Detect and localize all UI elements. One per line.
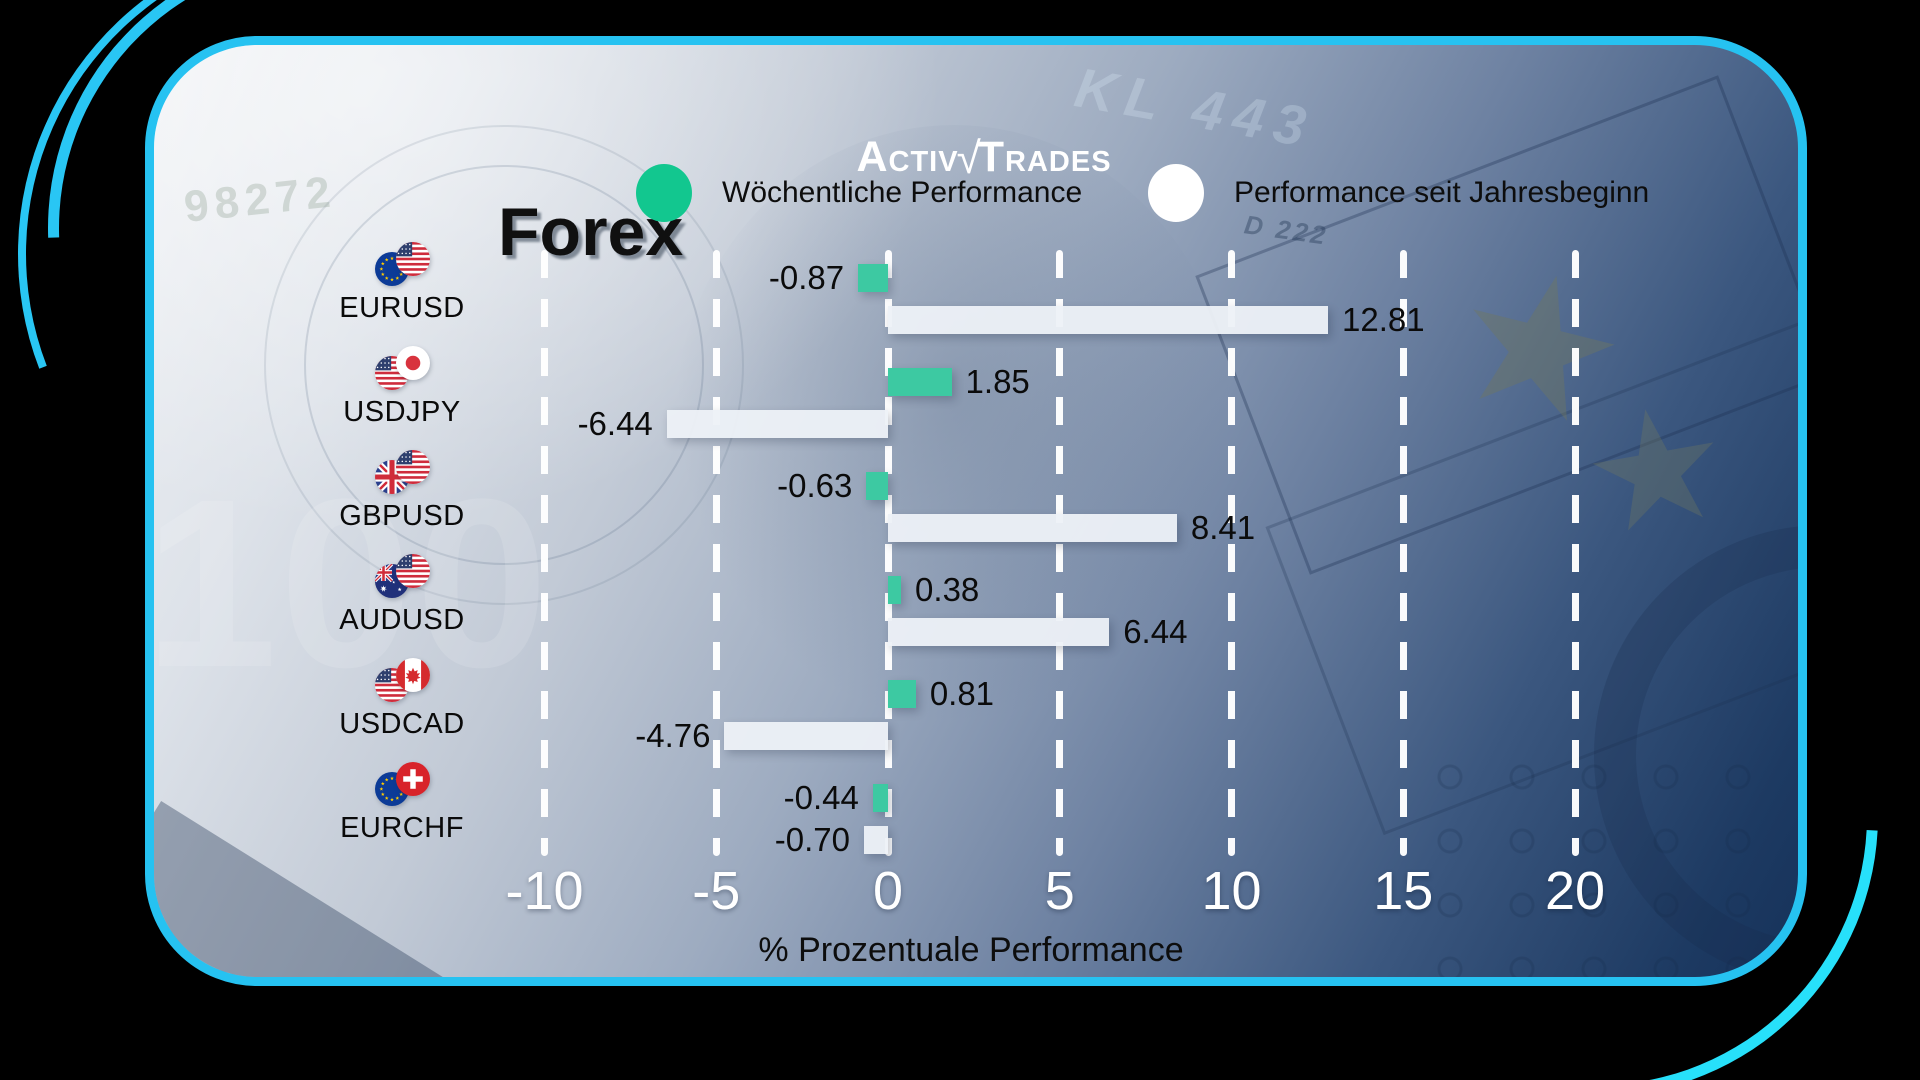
flag-us — [374, 668, 409, 702]
ytd-bar-audusd — [888, 618, 1110, 646]
legend-item-weekly: Wöchentliche Performance — [636, 164, 1082, 222]
flag-us — [395, 450, 430, 484]
flag-jp — [395, 346, 430, 380]
pair-label: EURCHF — [340, 812, 464, 844]
ytd-bar-eurchf — [863, 826, 888, 854]
flag-ch-icon — [395, 762, 430, 796]
flag-pair-gbpusd — [374, 450, 430, 496]
ytd-bar-eurusd — [888, 306, 1329, 334]
tick-label--5: -5 — [692, 861, 741, 921]
pair-block-eurchf: EURCHF — [307, 762, 497, 845]
tick-label-10: 10 — [1201, 861, 1262, 921]
ytd-value-audusd: 6.44 — [1123, 613, 1188, 650]
pair-block-audusd: AUDUSD — [307, 554, 497, 637]
flag-ca-icon — [395, 658, 430, 692]
weekly-value-eurusd: -0.87 — [768, 259, 845, 296]
pair-block-usdcad: USDCAD — [307, 658, 497, 741]
ytd-bar-gbpusd — [888, 514, 1177, 542]
pair-label: AUDUSD — [339, 604, 465, 636]
euro-star-icon-2: ★ — [1569, 367, 1742, 570]
logo-check-icon: √ — [956, 134, 982, 183]
gridline-20 — [1571, 250, 1579, 856]
gridline--5 — [712, 250, 720, 856]
weekly-value-usdjpy: 1.85 — [965, 363, 1030, 400]
weekly-value-gbpusd: -0.63 — [777, 467, 853, 504]
flag-us-icon — [395, 450, 430, 484]
pair-label: USDJPY — [343, 396, 461, 428]
logo-part-1: Activ — [856, 133, 959, 181]
weekly-bar-gbpusd — [866, 472, 888, 500]
flag-us-icon — [374, 668, 409, 702]
gridline-5 — [1056, 250, 1064, 856]
gridline-10 — [1228, 250, 1235, 856]
legend-label: Wöchentliche Performance — [722, 176, 1083, 209]
flag-ca — [395, 658, 430, 692]
weekly-bar-eurusd — [858, 264, 888, 292]
flag-us — [395, 554, 430, 588]
gridline-15 — [1399, 250, 1407, 856]
ytd-value-eurchf: -0.70 — [774, 821, 850, 858]
x-axis-title: % Prozentuale Performance — [758, 931, 1184, 969]
weekly-value-audusd: 0.38 — [915, 571, 980, 608]
flag-us-icon — [395, 554, 430, 588]
gridline-0 — [884, 250, 892, 856]
ytd-value-eurusd: 12.81 — [1342, 301, 1425, 338]
flag-pair-audusd — [374, 554, 430, 600]
pair-block-usdjpy: USDJPY — [307, 346, 497, 429]
tick-label-5: 5 — [1044, 861, 1075, 921]
tick-label-20: 20 — [1544, 861, 1606, 921]
pair-label: EURUSD — [339, 292, 465, 324]
ytd-bar-usdjpy — [666, 410, 888, 438]
flag-pair-usdcad — [374, 658, 430, 704]
flag-us-icon — [395, 242, 430, 276]
flag-us — [395, 242, 430, 276]
ytd-value-gbpusd: 8.41 — [1190, 509, 1256, 546]
weekly-bar-eurchf — [872, 784, 888, 812]
flag-pair-eurusd — [374, 242, 430, 288]
chart-card: 98272 KL 443 D 222 100 ★ ★ Activ√Trades … — [145, 36, 1807, 986]
pair-block-gbpusd: GBPUSD — [307, 450, 497, 533]
logo-part-2: Trades — [977, 133, 1112, 181]
pair-label: USDCAD — [339, 708, 465, 740]
tick-label-0: 0 — [872, 861, 904, 921]
gridline--10 — [541, 250, 548, 856]
weekly-bar-usdjpy — [888, 368, 952, 396]
tick-label--10: -10 — [505, 861, 584, 921]
euro-note-frame-2 — [1265, 304, 1798, 836]
activtrades-logo: Activ√Trades — [856, 133, 1111, 184]
weekly-value-usdcad: 0.81 — [929, 675, 995, 712]
ytd-value-usdcad: -4.76 — [635, 717, 711, 754]
euro-glyph-curve — [1594, 525, 1798, 977]
tick-label-15: 15 — [1373, 861, 1434, 921]
weekly-bar-audusd — [888, 576, 902, 604]
flag-pair-usdjpy — [374, 346, 430, 392]
weekly-bar-usdcad — [888, 680, 916, 708]
weekly-value-eurchf: -0.44 — [783, 779, 859, 816]
flag-pair-eurchf — [374, 762, 430, 808]
flag-jp-icon — [395, 346, 430, 380]
pair-block-eurusd: EURUSD — [307, 242, 497, 325]
weekly-swatch-icon — [636, 164, 692, 222]
legend-label: Performance seit Jahresbeginn — [1234, 176, 1650, 209]
ytd-bar-usdcad — [724, 722, 888, 750]
euro-star-icon: ★ — [1430, 222, 1648, 470]
coin-rings-pattern — [1414, 745, 1798, 977]
ytd-value-usdjpy: -6.44 — [577, 405, 653, 442]
watermark-serial-left: 98272 — [181, 167, 339, 232]
ytd-swatch-icon — [1148, 164, 1204, 222]
legend-item-ytd: Performance seit Jahresbeginn — [1148, 164, 1649, 222]
pair-label: GBPUSD — [339, 500, 465, 532]
flag-ch — [395, 762, 430, 796]
